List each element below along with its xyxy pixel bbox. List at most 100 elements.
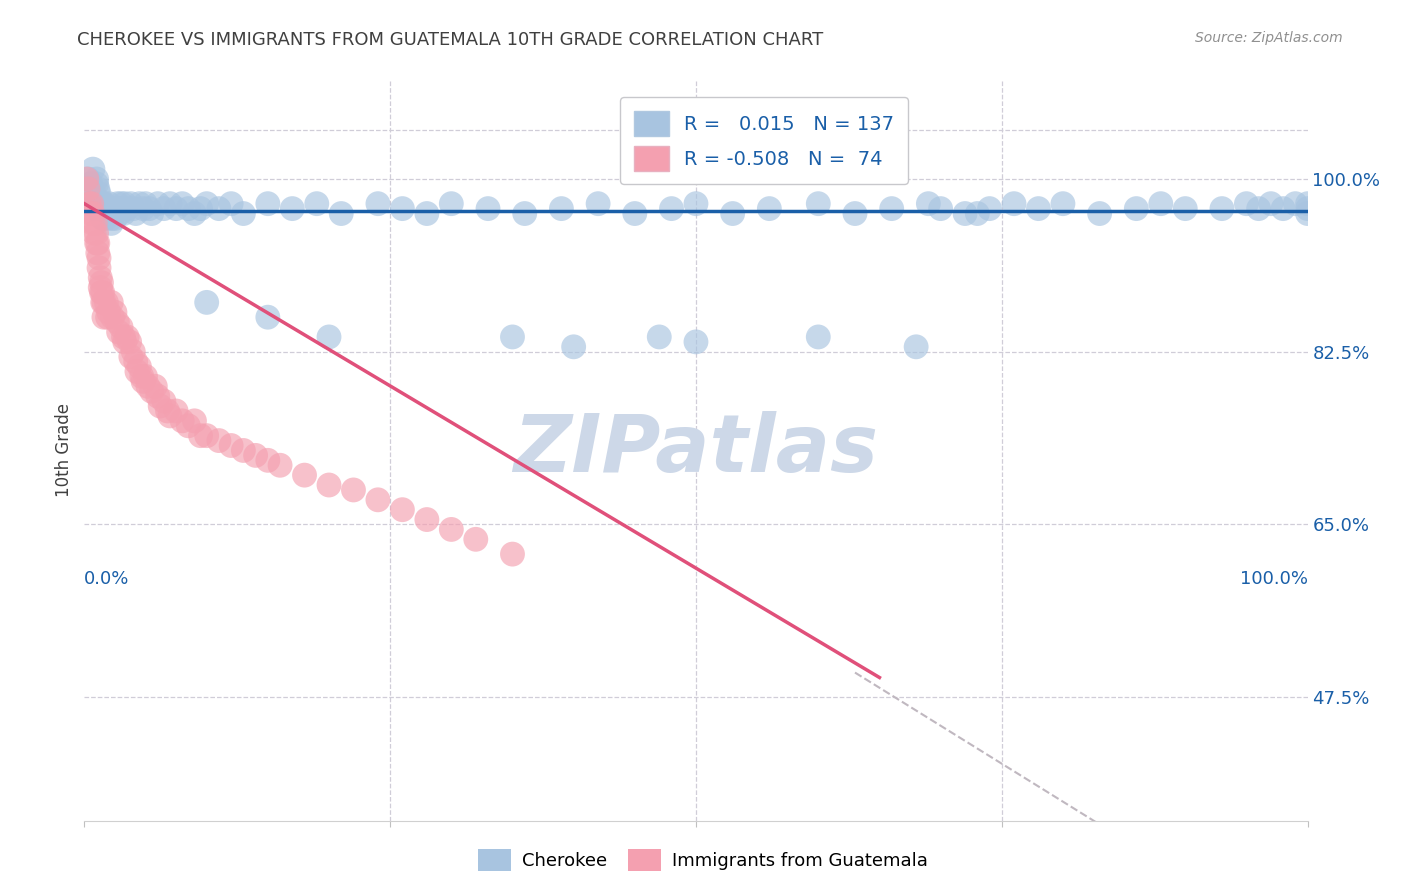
Point xyxy=(232,443,254,458)
Point xyxy=(83,227,105,241)
Point xyxy=(586,196,609,211)
Point xyxy=(100,216,122,230)
Point xyxy=(77,196,100,211)
Point xyxy=(77,182,100,196)
Point xyxy=(82,162,104,177)
Point xyxy=(1296,196,1319,211)
Point xyxy=(96,295,118,310)
Point xyxy=(195,428,218,442)
Point xyxy=(89,280,111,294)
Point xyxy=(685,196,707,211)
Point xyxy=(880,202,903,216)
Point xyxy=(172,414,194,428)
Point xyxy=(138,202,160,216)
Point xyxy=(208,202,231,216)
Point xyxy=(103,206,125,220)
Point xyxy=(305,196,328,211)
Point xyxy=(105,202,128,216)
Point xyxy=(90,206,112,220)
Point xyxy=(153,394,176,409)
Point xyxy=(391,502,413,516)
Point xyxy=(115,202,138,216)
Point xyxy=(190,202,212,216)
Point xyxy=(807,330,830,344)
Point xyxy=(1284,196,1306,211)
Point xyxy=(172,196,194,211)
Point xyxy=(416,206,439,220)
Point xyxy=(82,206,104,220)
Point xyxy=(281,202,304,216)
Point xyxy=(125,354,148,368)
Point xyxy=(929,202,952,216)
Point xyxy=(1296,206,1319,220)
Point xyxy=(1002,196,1025,211)
Point xyxy=(87,186,110,201)
Point xyxy=(156,404,179,418)
Point xyxy=(96,211,118,226)
Point xyxy=(513,206,536,220)
Point xyxy=(141,206,163,220)
Point xyxy=(190,428,212,442)
Point xyxy=(440,196,463,211)
Point xyxy=(953,206,976,220)
Point xyxy=(245,449,267,463)
Point xyxy=(87,246,110,260)
Point xyxy=(101,310,124,325)
Point xyxy=(132,375,155,389)
Point xyxy=(120,196,142,211)
Point xyxy=(165,202,187,216)
Point xyxy=(91,211,114,226)
Point xyxy=(93,295,115,310)
Point xyxy=(1296,202,1319,216)
Point xyxy=(110,320,132,334)
Point xyxy=(93,196,115,211)
Point xyxy=(87,260,110,275)
Point xyxy=(104,305,127,319)
Point xyxy=(159,196,181,211)
Point xyxy=(294,468,316,483)
Point xyxy=(159,409,181,423)
Point xyxy=(87,236,110,251)
Point xyxy=(80,196,103,211)
Point xyxy=(135,369,157,384)
Point xyxy=(84,196,107,211)
Point xyxy=(208,434,231,448)
Point xyxy=(91,295,114,310)
Point xyxy=(110,196,132,211)
Point xyxy=(91,285,114,300)
Point xyxy=(107,202,129,216)
Point xyxy=(87,182,110,196)
Point xyxy=(966,206,988,220)
Point xyxy=(416,512,439,526)
Point xyxy=(1028,202,1050,216)
Text: ZIPatlas: ZIPatlas xyxy=(513,411,879,490)
Point xyxy=(94,202,117,216)
Point xyxy=(146,196,169,211)
Point xyxy=(89,270,111,285)
Point xyxy=(367,196,389,211)
Point xyxy=(86,236,108,251)
Point xyxy=(120,350,142,364)
Point xyxy=(1211,202,1233,216)
Point xyxy=(1088,206,1111,220)
Point xyxy=(86,172,108,186)
Point xyxy=(105,315,128,329)
Point xyxy=(391,202,413,216)
Point xyxy=(1236,196,1258,211)
Point xyxy=(79,177,101,191)
Point xyxy=(550,202,572,216)
Point xyxy=(97,202,120,216)
Text: 100.0%: 100.0% xyxy=(1240,570,1308,589)
Legend: R =   0.015   N = 137, R = -0.508   N =  74: R = 0.015 N = 137, R = -0.508 N = 74 xyxy=(620,97,908,185)
Point xyxy=(131,369,153,384)
Point xyxy=(135,196,157,211)
Point xyxy=(128,196,150,211)
Point xyxy=(107,325,129,339)
Point xyxy=(136,379,159,393)
Point xyxy=(183,206,205,220)
Point xyxy=(464,533,486,547)
Point xyxy=(128,359,150,374)
Point xyxy=(502,547,524,561)
Point xyxy=(132,202,155,216)
Point xyxy=(98,206,121,220)
